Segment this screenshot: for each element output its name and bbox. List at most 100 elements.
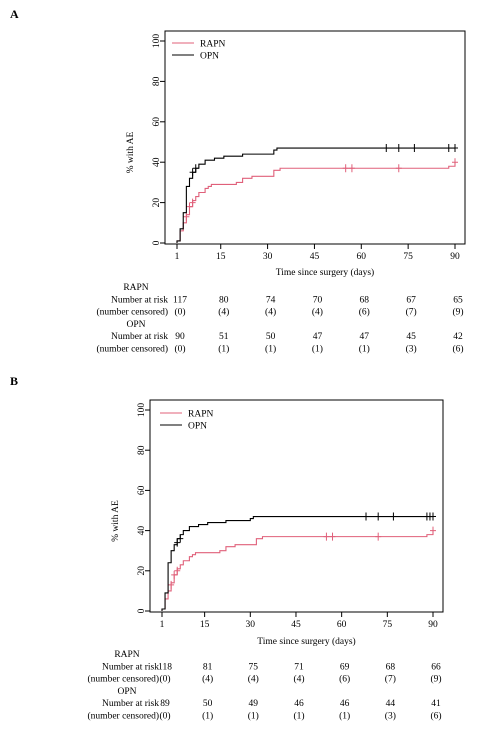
risk-censored-value: (0) [159, 674, 170, 685]
x-tick-label: 90 [450, 252, 460, 262]
risk-censored-value: (4) [312, 307, 323, 318]
y-tick-label: 80 [137, 445, 147, 455]
y-tick-label: 60 [152, 117, 162, 127]
risk-censored-value: (4) [265, 307, 276, 318]
legend-label-rapn: RAPN [188, 410, 213, 420]
risk-at-risk-label: Number at risk [111, 295, 168, 305]
x-tick-label: 30 [263, 252, 273, 262]
risk-censored-value: (6) [339, 674, 350, 685]
x-tick-label: 45 [310, 252, 320, 262]
censor-mark-rapn [452, 158, 458, 167]
risk-at-risk-value: 45 [406, 332, 416, 342]
x-tick-label: 15 [216, 252, 226, 262]
risk-at-risk-value: 69 [340, 662, 350, 672]
risk-censored-value: (1) [265, 344, 276, 355]
risk-at-risk-value: 90 [175, 332, 185, 342]
risk-censored-value: (3) [406, 344, 417, 355]
risk-at-risk-value: 118 [158, 662, 172, 672]
series-line-opn [176, 147, 455, 243]
risk-censored-value: (4) [202, 674, 213, 685]
censor-mark-rapn [342, 164, 349, 173]
y-axis-label: % with AE [126, 131, 136, 173]
censor-mark-opn [383, 144, 390, 153]
risk-at-risk-value: 51 [219, 332, 229, 342]
risk-at-risk-value: 81 [203, 662, 213, 672]
risk-at-risk-label: Number at risk [102, 662, 159, 672]
risk-at-risk-value: 44 [386, 699, 396, 709]
x-tick-label: 75 [403, 252, 413, 262]
risk-at-risk-value: 65 [453, 295, 463, 305]
risk-group-name: RAPN [114, 650, 139, 660]
risk-at-risk-value: 42 [453, 332, 463, 342]
plot-frame [149, 399, 444, 613]
risk-at-risk-value: 47 [360, 332, 370, 342]
risk-censored-value: (0) [174, 307, 185, 318]
series-line-rapn [161, 530, 434, 611]
censor-mark-rapn [183, 212, 190, 221]
y-tick-label: 80 [152, 76, 162, 86]
y-tick-label: 20 [152, 198, 162, 208]
censor-mark-opn [375, 512, 382, 521]
risk-at-risk-value: 50 [203, 699, 213, 709]
censor-mark-opn [390, 512, 397, 521]
y-tick-label: 40 [137, 526, 147, 536]
plot-frame [164, 30, 466, 245]
censor-mark-rapn [329, 532, 336, 541]
y-tick-label: 60 [137, 485, 147, 495]
risk-censored-value: (1) [293, 711, 304, 722]
censor-mark-rapn [348, 164, 355, 173]
risk-at-risk-value: 71 [294, 662, 304, 672]
legend-label-opn: OPN [188, 422, 207, 432]
risk-censored-value: (1) [339, 711, 350, 722]
risk-at-risk-value: 75 [249, 662, 259, 672]
y-axis-label: % with AE [111, 500, 121, 542]
censor-mark-rapn [375, 532, 382, 541]
series-line-rapn [176, 162, 456, 243]
risk-at-risk-value: 67 [406, 295, 416, 305]
series-line-opn [161, 515, 433, 611]
risk-censored-value: (4) [293, 674, 304, 685]
risk-censored-value: (7) [385, 674, 396, 685]
risk-censored-value: (6) [452, 344, 463, 355]
x-axis-label: Time since surgery (days) [257, 636, 355, 647]
censor-mark-opn [177, 534, 184, 543]
risk-censored-value: (6) [430, 711, 441, 722]
y-tick-label: 40 [152, 157, 162, 167]
risk-at-risk-value: 46 [294, 699, 304, 709]
risk-censored-label: (number censored) [88, 711, 159, 722]
risk-at-risk-value: 66 [431, 662, 441, 672]
risk-at-risk-value: 50 [266, 332, 276, 342]
x-tick-label: 60 [337, 620, 347, 630]
risk-at-risk-value: 41 [431, 699, 441, 709]
x-tick-label: 60 [357, 252, 367, 262]
censor-mark-opn [189, 168, 196, 177]
risk-at-risk-label: Number at risk [111, 332, 168, 342]
risk-censored-value: (0) [159, 711, 170, 722]
risk-at-risk-value: 68 [386, 662, 396, 672]
risk-censored-label: (number censored) [97, 307, 168, 318]
risk-at-risk-value: 47 [313, 332, 323, 342]
risk-censored-value: (4) [248, 674, 259, 685]
censor-mark-rapn [395, 164, 402, 173]
risk-censored-value: (4) [218, 307, 229, 318]
risk-group-name: RAPN [123, 283, 148, 293]
risk-at-risk-value: 89 [160, 699, 170, 709]
censor-mark-rapn [174, 566, 181, 575]
risk-at-risk-value: 70 [313, 295, 323, 305]
risk-at-risk-value: 80 [219, 295, 229, 305]
censor-mark-rapn [323, 532, 330, 541]
x-tick-label: 90 [428, 620, 438, 630]
x-tick-label: 30 [246, 620, 256, 630]
risk-censored-value: (1) [359, 344, 370, 355]
risk-censored-label: (number censored) [88, 674, 159, 685]
risk-at-risk-value: 49 [249, 699, 259, 709]
y-tick-label: 0 [152, 240, 162, 245]
censor-mark-opn [452, 144, 458, 153]
risk-censored-value: (1) [218, 344, 229, 355]
censor-mark-rapn [189, 198, 196, 207]
y-tick-label: 20 [137, 566, 147, 576]
y-tick-label: 100 [152, 34, 162, 49]
censor-mark-opn [411, 144, 418, 153]
x-axis-label: Time since surgery (days) [276, 267, 374, 278]
